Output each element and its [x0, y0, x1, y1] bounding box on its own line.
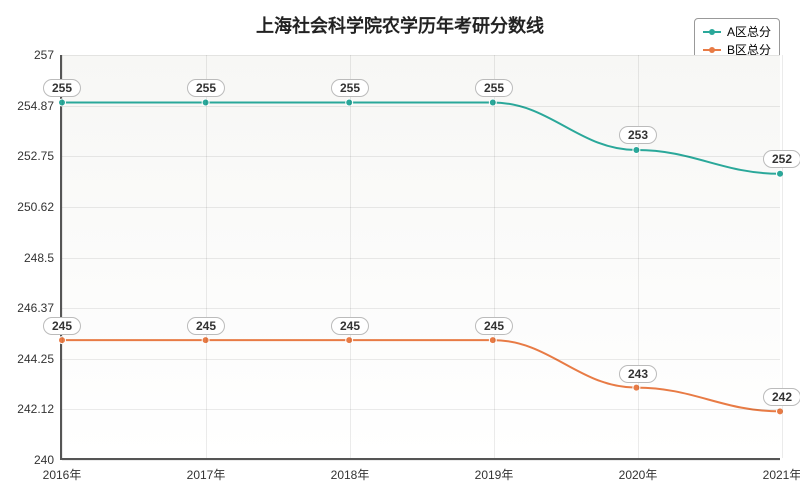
- grid-line-h: [62, 409, 780, 410]
- grid-line-h: [62, 207, 780, 208]
- legend-swatch-b: [703, 49, 721, 51]
- grid-line-h: [62, 55, 780, 56]
- x-tick-label: 2019年: [475, 458, 514, 483]
- y-tick-label: 242.12: [17, 402, 62, 416]
- chart-title: 上海社会科学院农学历年考研分数线: [0, 12, 800, 38]
- point-label: 245: [43, 317, 81, 335]
- grid-line-h: [62, 258, 780, 259]
- y-tick-label: 246.37: [17, 301, 62, 315]
- y-tick-label: 254.87: [17, 99, 62, 113]
- point-label: 255: [187, 79, 225, 97]
- x-tick-label: 2016年: [43, 458, 82, 483]
- grid-line-h: [62, 359, 780, 360]
- point-label: 242: [763, 388, 800, 406]
- x-tick-label: 2021年: [763, 458, 800, 483]
- legend-label-a: A区总分: [727, 23, 771, 41]
- point-label: 245: [331, 317, 369, 335]
- point-label: 253: [619, 126, 657, 144]
- y-tick-label: 248.5: [24, 251, 62, 265]
- x-tick-label: 2020年: [619, 458, 658, 483]
- grid-line-v: [494, 55, 495, 458]
- point-label: 255: [475, 79, 513, 97]
- y-tick-label: 250.62: [17, 200, 62, 214]
- grid-line-v: [62, 55, 63, 458]
- data-point: [489, 337, 496, 344]
- y-tick-label: 257: [34, 48, 62, 62]
- point-label: 255: [331, 79, 369, 97]
- grid-line-v: [350, 55, 351, 458]
- legend-item-a: A区总分: [703, 23, 771, 41]
- grid-line-v: [638, 55, 639, 458]
- y-tick-label: 252.75: [17, 149, 62, 163]
- point-label: 245: [187, 317, 225, 335]
- grid-line-h: [62, 460, 780, 461]
- point-label: 252: [763, 150, 800, 168]
- series-line: [62, 340, 780, 411]
- point-label: 245: [475, 317, 513, 335]
- legend-swatch-a: [703, 31, 721, 33]
- x-tick-label: 2017年: [187, 458, 226, 483]
- plot-area: 240242.12244.25246.37248.5250.62252.7525…: [60, 55, 780, 460]
- x-tick-label: 2018年: [331, 458, 370, 483]
- y-tick-label: 244.25: [17, 352, 62, 366]
- grid-line-v: [206, 55, 207, 458]
- chart-container: 上海社会科学院农学历年考研分数线 A区总分 B区总分 240242.12244.…: [0, 0, 800, 500]
- grid-line-h: [62, 308, 780, 309]
- grid-line-h: [62, 106, 780, 107]
- series-line: [62, 103, 780, 174]
- grid-line-h: [62, 156, 780, 157]
- point-label: 243: [619, 365, 657, 383]
- point-label: 255: [43, 79, 81, 97]
